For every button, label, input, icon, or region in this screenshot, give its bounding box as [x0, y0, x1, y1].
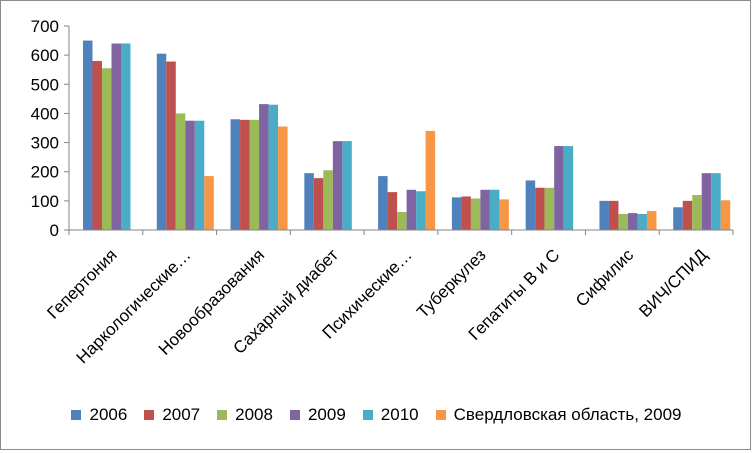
y-tick-label: 0 [50, 221, 59, 240]
legend-label: 2009 [307, 405, 346, 424]
y-tick-label: 600 [31, 46, 59, 65]
legend-swatch [289, 410, 300, 420]
bar [618, 213, 628, 230]
bar [378, 176, 388, 230]
bar [673, 207, 683, 230]
x-tick-label: Сифилис [572, 245, 638, 311]
bar [278, 126, 288, 230]
bar [608, 200, 619, 230]
bar [230, 119, 241, 230]
bar [554, 146, 564, 230]
bar [563, 146, 574, 230]
bar [259, 104, 269, 230]
bar [111, 43, 121, 230]
legend-swatch [71, 410, 82, 420]
bar [461, 196, 471, 230]
bar [397, 211, 407, 230]
legend-item: 2008 [217, 405, 273, 425]
bar [249, 119, 260, 230]
bar [599, 200, 609, 230]
bar [175, 113, 186, 230]
bar [646, 211, 657, 230]
bar [451, 197, 462, 230]
y-tick-label: 700 [31, 17, 59, 36]
bar [323, 170, 333, 230]
y-tick-label: 500 [31, 75, 59, 94]
bar [692, 195, 702, 230]
bar [313, 178, 324, 230]
bar [102, 68, 112, 230]
bar [83, 40, 93, 231]
bar [711, 173, 721, 230]
legend-item: Свердловская область, 2009 [435, 405, 682, 425]
bar [166, 61, 176, 230]
legend-label: Свердловская область, 2009 [453, 405, 682, 424]
bar [682, 200, 693, 230]
bar [156, 53, 167, 230]
legend-swatch [362, 410, 373, 420]
bar [304, 173, 314, 230]
bar [342, 141, 352, 230]
bar [627, 213, 638, 230]
legend-label: 2006 [89, 405, 128, 424]
bar [240, 119, 250, 230]
y-tick-label: 100 [31, 192, 59, 211]
bar [480, 189, 490, 230]
x-tick-label: ВИЧ/СПИД [635, 245, 711, 321]
legend: 2006 2007 2008 2009 2010 Свердловская область… [0, 405, 753, 425]
bar [185, 120, 195, 230]
bar [535, 187, 545, 230]
bar [194, 120, 205, 230]
bar [470, 198, 481, 230]
bar [544, 187, 555, 230]
bar [701, 173, 712, 230]
bar [387, 192, 398, 230]
legend-label: 2007 [162, 405, 201, 424]
y-tick-label: 200 [31, 163, 59, 182]
bar [332, 141, 343, 230]
bar [92, 60, 102, 230]
y-tick-label: 300 [31, 134, 59, 153]
bar [637, 213, 647, 230]
bar [489, 189, 500, 230]
x-tick-label: Гепертония [43, 245, 120, 322]
bar [121, 43, 131, 230]
bar [425, 130, 436, 230]
legend-swatch [435, 410, 446, 420]
legend-swatch [217, 410, 228, 420]
bar [499, 199, 509, 230]
bar [525, 180, 536, 230]
legend-item: 2006 [71, 405, 127, 425]
legend-item: 2009 [289, 405, 346, 425]
legend-item: 2010 [362, 405, 419, 425]
legend-item: 2007 [144, 405, 200, 425]
bar [720, 200, 731, 230]
x-tick-label: Туберкулез [413, 245, 490, 322]
bar [416, 191, 426, 230]
legend-label: 2010 [380, 405, 419, 424]
legend-swatch [144, 410, 155, 420]
legend-label: 2008 [235, 405, 273, 424]
bar [204, 176, 214, 230]
bar [268, 104, 279, 230]
bar [406, 189, 417, 230]
y-tick-label: 400 [31, 104, 59, 123]
